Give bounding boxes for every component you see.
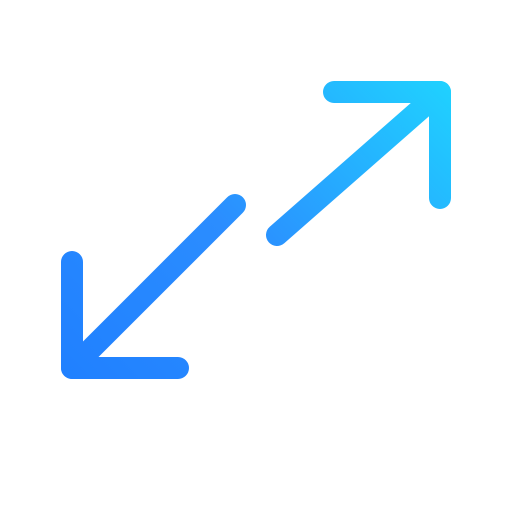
expand-icon: [0, 0, 512, 512]
